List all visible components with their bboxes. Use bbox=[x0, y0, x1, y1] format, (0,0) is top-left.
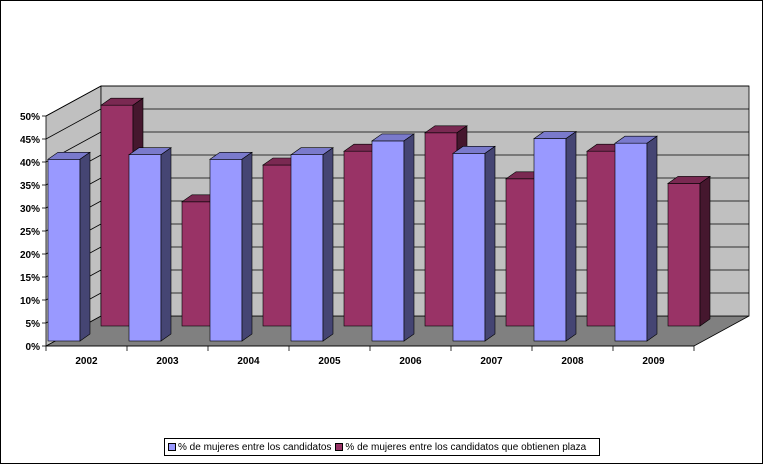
y-tick-label: 45% bbox=[20, 135, 40, 146]
bar-series-2-2009-front bbox=[667, 183, 701, 327]
bar-series-1-2005-side bbox=[322, 147, 334, 342]
gridline-side bbox=[45, 108, 102, 140]
bar-series-2-2006-front bbox=[424, 132, 458, 327]
bar-series-1-2006-side bbox=[403, 133, 415, 342]
bar-series-1-2004 bbox=[209, 151, 253, 342]
x-tick-label-2003: 2003 bbox=[156, 356, 179, 367]
legend-label-series-2: % de mujeres entre los candidatos que ob… bbox=[345, 441, 587, 453]
legend-entry-series-2: % de mujeres entre los candidatos que ob… bbox=[335, 442, 586, 453]
bar-series-2-2003-front bbox=[181, 201, 215, 327]
bar-series-2-2009 bbox=[667, 175, 711, 327]
legend-label-series-1: % de mujeres entre los candidatos bbox=[178, 441, 332, 453]
legend-swatch-series-2 bbox=[335, 443, 344, 451]
x-tick-label-2006: 2006 bbox=[399, 356, 422, 367]
y-tick-label: 35% bbox=[20, 181, 40, 192]
bar-series-1-2007-front bbox=[452, 153, 486, 342]
bar-series-1-2005 bbox=[290, 147, 334, 342]
bar-series-1-2008-side bbox=[565, 131, 577, 342]
bar-series-1-2004-front bbox=[209, 159, 243, 342]
legend-swatch-series-1 bbox=[168, 443, 176, 451]
x-tick-label-2007: 2007 bbox=[480, 356, 503, 367]
bar-series-1-2009-side bbox=[646, 135, 658, 342]
bar-series-1-2002 bbox=[47, 151, 91, 342]
bar-series-1-2002-side bbox=[79, 151, 91, 342]
bar-series-2-2008-front bbox=[586, 150, 620, 327]
legend-entry-series-1: % de mujeres entre los candidatos bbox=[168, 442, 331, 453]
bar-series-1-2003-side bbox=[160, 147, 172, 342]
bars bbox=[47, 97, 711, 342]
bar-series-2-2002-front bbox=[100, 104, 134, 327]
x-tick-label-2005: 2005 bbox=[318, 356, 341, 367]
bar-series-1-2009 bbox=[614, 135, 658, 342]
y-tick-label: 40% bbox=[20, 158, 40, 169]
bar-series-1-2006 bbox=[371, 133, 415, 342]
legend: % de mujeres entre los candidatos % de m… bbox=[164, 438, 600, 456]
bar-series-1-2003-front bbox=[128, 154, 162, 342]
y-tick-label: 50% bbox=[20, 112, 40, 123]
x-tick-label-2002: 2002 bbox=[75, 356, 98, 367]
bar-series-2-2005-front bbox=[343, 150, 377, 327]
bar-series-1-2005-front bbox=[290, 154, 324, 342]
bar-series-1-2008 bbox=[533, 131, 577, 342]
bar-series-1-2009-front bbox=[614, 142, 648, 342]
y-tick-label: 15% bbox=[20, 273, 40, 284]
bar-series-1-2004-side bbox=[241, 151, 253, 342]
bar-series-1-2007 bbox=[452, 145, 496, 342]
bar-series-1-2007-side bbox=[484, 145, 496, 342]
bar-series-1-2002-front bbox=[47, 159, 81, 342]
x-axis-ticks: 2002 2003 2004 2005 2006 2007 2008 2009 bbox=[45, 345, 695, 367]
x-tick-label-2008: 2008 bbox=[561, 356, 584, 367]
bar-series-2-2009-side bbox=[699, 175, 711, 327]
x-tick-label-2009: 2009 bbox=[642, 356, 665, 367]
y-tick-label: 20% bbox=[20, 250, 40, 261]
bar-series-1-2006-front bbox=[371, 140, 405, 342]
bar-series-1-2008-front bbox=[533, 138, 567, 342]
bar-series-2-2007-front bbox=[505, 178, 539, 327]
x-tick-label-2004: 2004 bbox=[237, 356, 260, 367]
y-tick-label: 30% bbox=[20, 204, 40, 215]
bar-chart: 0% 5% 10% 15% 20% 25% 30% 35% 40% 45% 50% 2002 2003… bbox=[20, 85, 750, 367]
y-axis-ticks: 0% 5% 10% 15% 20% 25% 30% 35% 40% 45% 50% bbox=[20, 112, 46, 353]
gridline-side bbox=[45, 85, 102, 117]
bar-series-1-2003 bbox=[128, 147, 172, 342]
y-tick-label: 10% bbox=[20, 296, 40, 307]
y-tick-label: 5% bbox=[26, 319, 41, 330]
bar-series-2-2004-front bbox=[262, 164, 296, 327]
y-tick-label: 0% bbox=[26, 342, 41, 353]
y-tick-label: 25% bbox=[20, 227, 40, 238]
